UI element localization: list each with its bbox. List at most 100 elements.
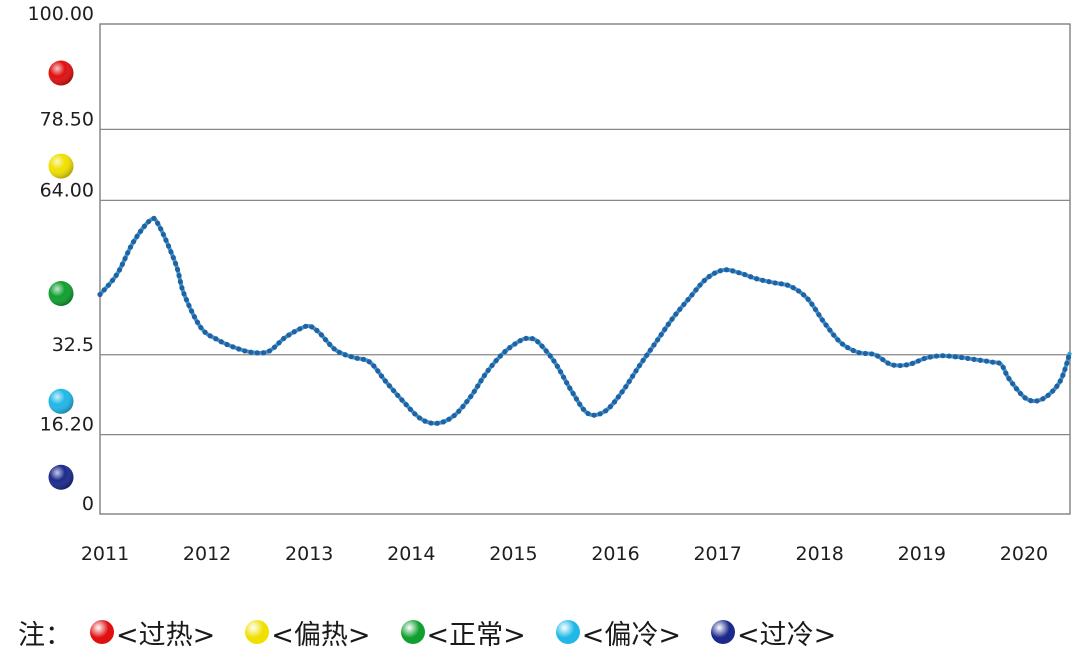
series-marker (812, 306, 819, 313)
series-marker (816, 312, 822, 318)
series-marker (416, 415, 423, 421)
series-marker (529, 336, 535, 342)
series-marker (440, 419, 446, 425)
series-marker (478, 378, 484, 384)
series-marker (636, 362, 643, 369)
series-marker (551, 358, 557, 364)
series-marker (897, 362, 903, 369)
series-marker (464, 398, 470, 405)
series-marker (456, 408, 462, 414)
x-tick-label: 2015 (489, 543, 537, 565)
series-marker (611, 399, 618, 405)
series-marker (736, 270, 742, 276)
series-marker (655, 337, 661, 343)
x-tick-label: 2018 (796, 543, 844, 565)
series-marker (952, 354, 958, 360)
series-marker (523, 335, 529, 341)
series-marker (375, 368, 381, 374)
x-tick-label: 2020 (1000, 543, 1048, 565)
series-marker (101, 287, 107, 293)
series-marker (276, 340, 282, 346)
legend-prefix: 注： (18, 619, 72, 651)
series-marker (927, 354, 933, 360)
series-marker (460, 403, 466, 410)
series-marker (921, 355, 927, 362)
series-marker (619, 389, 625, 395)
series-marker (1064, 360, 1070, 366)
series-marker (188, 308, 195, 314)
series-marker (497, 353, 503, 359)
series-marker (615, 394, 621, 400)
zone-ball (48, 60, 74, 86)
series-marker (170, 255, 176, 261)
series-marker (633, 368, 639, 374)
series-marker (662, 326, 668, 333)
series-marker (271, 344, 278, 350)
legend-label-overheat: <过热> (116, 619, 216, 651)
series-marker (580, 406, 587, 412)
series-marker (971, 356, 977, 362)
series-marker (403, 402, 409, 408)
series-marker (507, 345, 513, 351)
series-marker (489, 362, 495, 369)
series-marker (395, 392, 401, 398)
series-marker (630, 373, 636, 379)
series-marker (266, 348, 273, 354)
series-marker (97, 291, 103, 298)
y-tick-label: 16.20 (40, 414, 94, 436)
series-marker (564, 380, 570, 386)
series-marker (146, 218, 152, 225)
series-marker (481, 372, 488, 379)
series-marker (697, 282, 703, 288)
series-marker (573, 396, 580, 402)
series-marker (1028, 398, 1034, 404)
series-marker (183, 297, 189, 303)
series-marker (875, 353, 881, 359)
series-marker (933, 353, 940, 359)
series-marker (485, 367, 491, 373)
series-marker (915, 358, 921, 364)
series-marker (1000, 364, 1006, 371)
series-marker (127, 244, 134, 250)
series-marker (983, 358, 990, 364)
series-marker (946, 353, 952, 359)
series-marker (1045, 392, 1051, 398)
legend-item-warm: <偏热> (245, 613, 371, 652)
series-marker (835, 337, 841, 343)
series-marker (1065, 354, 1072, 360)
series-marker (113, 272, 119, 278)
series-marker (230, 344, 236, 350)
series-marker (158, 226, 164, 232)
series-marker (412, 411, 418, 417)
y-tick-label: 64.00 (40, 179, 94, 201)
zone-ball (48, 464, 74, 490)
x-tick-label: 2014 (387, 543, 435, 565)
series-marker (891, 362, 897, 368)
series-marker (665, 321, 671, 327)
x-tick-label: 2017 (693, 543, 741, 565)
series-marker (990, 359, 996, 365)
series-marker (303, 323, 309, 329)
series-marker (191, 314, 198, 320)
series-marker (168, 249, 174, 255)
series-marker (669, 316, 675, 322)
series-marker (591, 412, 597, 418)
series-marker (570, 390, 576, 397)
series-marker (378, 373, 385, 379)
series-line (98, 216, 1072, 426)
series-marker (1040, 396, 1046, 402)
series-marker (784, 282, 791, 288)
series-marker (122, 255, 128, 262)
legend-dot-navy (711, 620, 735, 644)
series-marker (248, 349, 254, 355)
series-marker (977, 357, 983, 363)
series-marker (342, 352, 348, 358)
series-marker (386, 383, 393, 389)
x-tick-label: 2016 (591, 543, 639, 565)
series-marker (539, 343, 545, 349)
series-marker (502, 349, 508, 355)
series-marker (202, 329, 208, 335)
series-marker (626, 378, 632, 385)
series-marker (885, 360, 891, 366)
series-marker (177, 279, 183, 285)
